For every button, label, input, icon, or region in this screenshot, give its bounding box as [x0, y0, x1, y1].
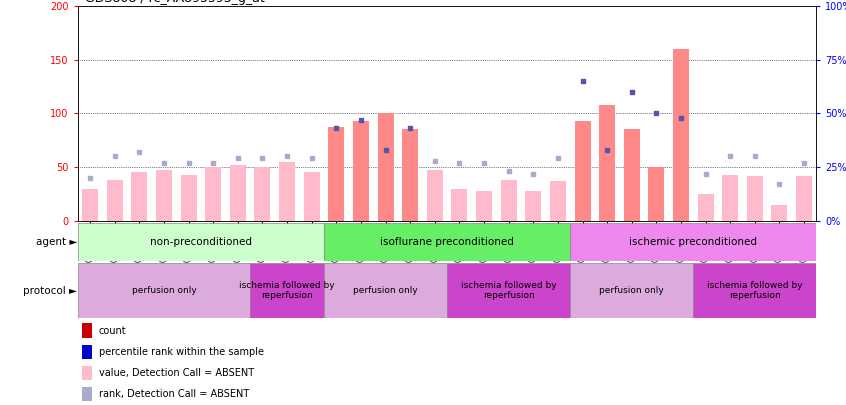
Text: protocol ►: protocol ►	[23, 286, 77, 296]
Bar	[426, 170, 442, 221]
Bar	[447, 263, 570, 318]
Bar	[772, 205, 788, 221]
Text: isoflurane preconditioned: isoflurane preconditioned	[380, 237, 514, 247]
Bar	[570, 223, 816, 261]
Bar	[206, 167, 222, 221]
Text: perfusion only: perfusion only	[132, 286, 196, 295]
Bar	[250, 263, 324, 318]
Bar	[722, 175, 739, 221]
Bar	[324, 223, 570, 261]
Bar	[698, 194, 714, 221]
Text: GDS808 / rc_AA893593_g_at: GDS808 / rc_AA893593_g_at	[85, 0, 265, 5]
Bar	[525, 191, 541, 221]
Text: ischemia followed by
reperfusion: ischemia followed by reperfusion	[461, 281, 557, 300]
Bar	[796, 176, 812, 221]
Text: perfusion only: perfusion only	[353, 286, 418, 295]
Text: ischemia followed by
reperfusion: ischemia followed by reperfusion	[239, 281, 335, 300]
Text: count: count	[99, 326, 127, 336]
Bar	[452, 189, 468, 221]
Bar	[694, 263, 816, 318]
Bar	[353, 121, 369, 221]
Text: non-preconditioned: non-preconditioned	[150, 237, 252, 247]
Bar	[328, 127, 344, 221]
Bar	[550, 181, 566, 221]
Bar	[402, 130, 418, 221]
Text: perfusion only: perfusion only	[599, 286, 664, 295]
Bar	[82, 189, 98, 221]
Bar	[78, 263, 250, 318]
Bar	[78, 223, 324, 261]
Text: percentile rank within the sample: percentile rank within the sample	[99, 347, 264, 357]
Bar	[304, 173, 320, 221]
Bar	[574, 121, 591, 221]
Text: agent ►: agent ►	[36, 237, 77, 247]
Bar	[230, 165, 246, 221]
Bar	[279, 162, 295, 221]
Bar	[501, 180, 517, 221]
Text: ischemia followed by
reperfusion: ischemia followed by reperfusion	[707, 281, 803, 300]
Bar	[255, 167, 271, 221]
Bar	[156, 170, 172, 221]
Bar	[673, 49, 689, 221]
Bar	[648, 167, 664, 221]
Bar	[107, 180, 123, 221]
Bar	[599, 105, 615, 221]
Bar	[747, 176, 763, 221]
Bar	[476, 191, 492, 221]
Bar	[570, 263, 693, 318]
Text: value, Detection Call = ABSENT: value, Detection Call = ABSENT	[99, 368, 254, 378]
Bar	[324, 263, 447, 318]
Text: ischemic preconditioned: ischemic preconditioned	[629, 237, 757, 247]
Bar	[180, 175, 196, 221]
Bar	[624, 130, 640, 221]
Bar	[131, 173, 147, 221]
Text: rank, Detection Call = ABSENT: rank, Detection Call = ABSENT	[99, 389, 250, 399]
Bar	[377, 113, 393, 221]
